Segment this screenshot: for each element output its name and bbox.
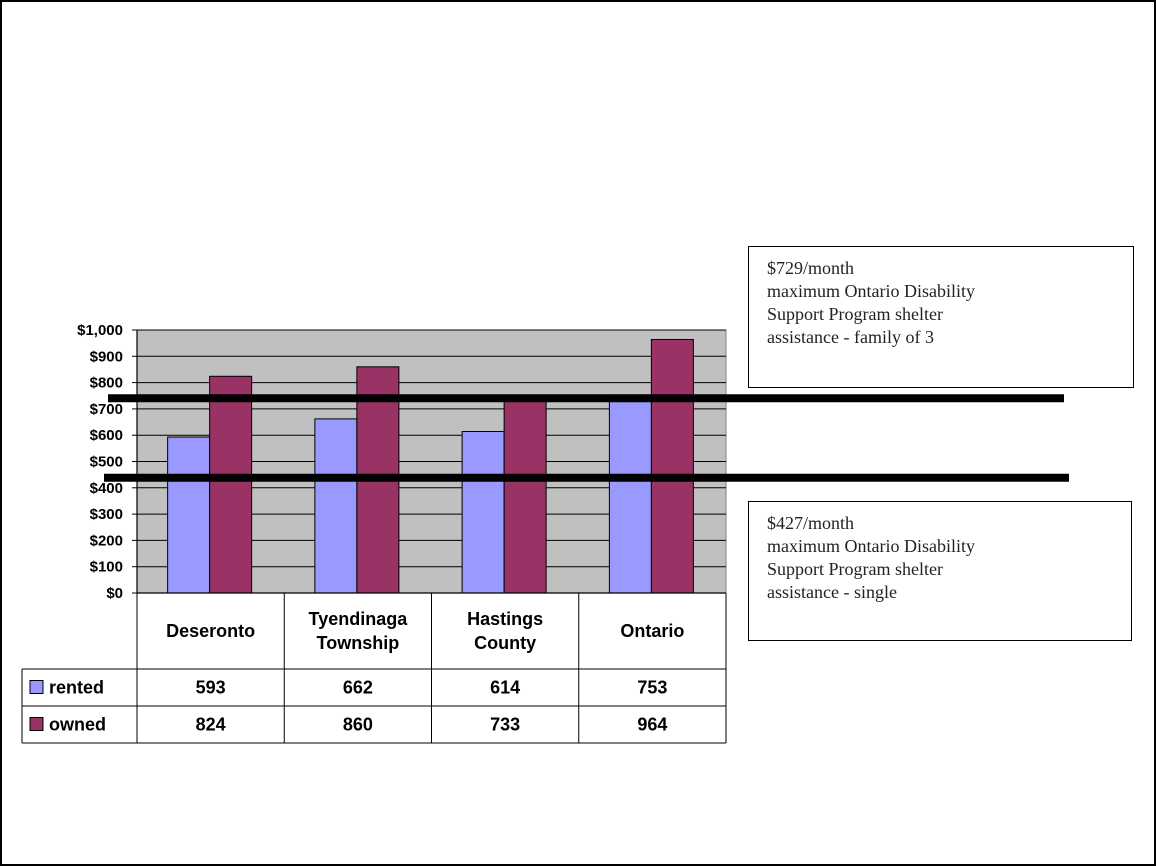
x-category-label: Deseronto	[166, 621, 255, 641]
y-tick-label: $900	[90, 348, 123, 365]
annotation-family-of-3: $729/month maximum Ontario Disability Su…	[748, 246, 1134, 388]
y-tick-label: $700	[90, 401, 123, 418]
table-value-rented: 753	[637, 678, 667, 698]
table-value-rented: 662	[343, 678, 373, 698]
annotation-line: assistance - family of 3	[767, 327, 934, 347]
bar-owned	[503, 399, 547, 594]
annotation-line: maximum Ontario Disability	[767, 536, 975, 556]
annotation-line: $427/month	[767, 513, 855, 533]
y-tick-label: $800	[90, 375, 123, 392]
bar-rented	[314, 418, 358, 594]
y-tick-label: $0	[106, 585, 123, 602]
bar-owned	[209, 375, 253, 594]
annotation-line: $729/month	[767, 258, 855, 278]
x-category-label: Township	[317, 633, 400, 653]
legend-key-owned	[29, 717, 44, 731]
legend-key-rented	[29, 680, 44, 694]
annotation-line: Support Program shelter	[767, 304, 943, 324]
bar-rented	[461, 431, 505, 594]
y-tick-label: $100	[90, 559, 123, 576]
table-value-rented: 614	[490, 678, 520, 698]
bar-owned	[650, 338, 694, 594]
legend-label-rented: rented	[49, 678, 104, 698]
table-value-owned: 733	[490, 715, 520, 735]
legend-label-owned: owned	[49, 715, 106, 735]
y-tick-label: $500	[90, 454, 123, 471]
x-category-label: Ontario	[620, 621, 684, 641]
annotation-line: maximum Ontario Disability	[767, 281, 975, 301]
table-value-owned: 860	[343, 715, 373, 735]
y-tick-label: $600	[90, 427, 123, 444]
annotation-line: Support Program shelter	[767, 559, 943, 579]
y-tick-label: $300	[90, 506, 123, 523]
table-value-rented: 593	[196, 678, 226, 698]
y-tick-label: $400	[90, 480, 123, 497]
y-tick-label: $200	[90, 532, 123, 549]
x-category-label: Tyendinaga	[309, 609, 409, 629]
bar-rented	[608, 394, 652, 594]
table-value-owned: 964	[637, 715, 667, 735]
table-value-owned: 824	[196, 715, 226, 735]
bar-rented	[167, 436, 211, 594]
x-category-label: County	[474, 633, 536, 653]
annotation-single: $427/month maximum Ontario Disability Su…	[748, 501, 1132, 641]
y-tick-label: $1,000	[77, 322, 123, 339]
annotation-line: assistance - single	[767, 582, 897, 602]
x-category-label: Hastings	[467, 609, 543, 629]
